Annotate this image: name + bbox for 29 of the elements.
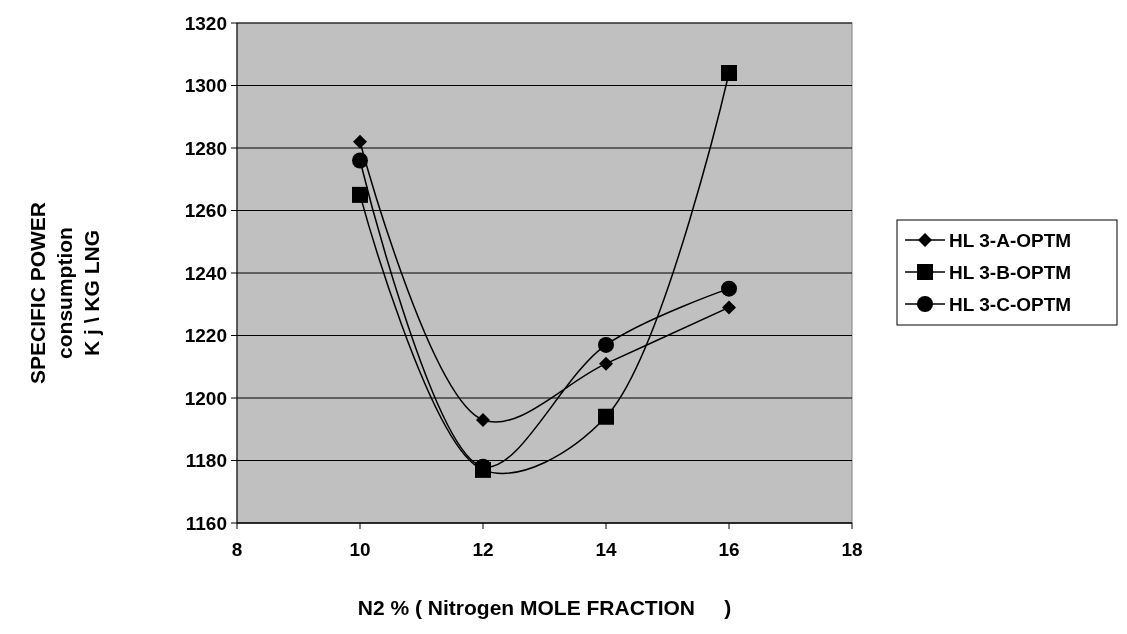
x-tick-label: 12 <box>472 539 494 560</box>
y-tick-label: 1180 <box>185 450 227 472</box>
y-axis-title: SPECIFIC POWER consumption K j \ KG LNG <box>26 201 103 385</box>
point <box>722 300 736 315</box>
point <box>476 412 490 427</box>
x-tick-label: 8 <box>231 539 243 560</box>
x-tick-label: 14 <box>595 539 617 560</box>
point <box>353 134 367 149</box>
x-tick-label: 16 <box>718 539 740 560</box>
y-tick-label: 1300 <box>184 75 227 97</box>
point <box>599 356 613 371</box>
x-axis-title: N2 % ( Nitrogen MOLE FRACTION ) <box>357 596 732 619</box>
y-tick-label: 1240 <box>184 262 227 284</box>
point <box>721 65 737 81</box>
y-tick-label: 1160 <box>185 512 227 534</box>
y-tick-label: 1260 <box>184 200 227 222</box>
point <box>721 280 737 297</box>
legend-label: HL 3-A-OPTM <box>949 229 1072 251</box>
y-tick-label: 1320 <box>184 12 227 34</box>
point <box>598 408 614 425</box>
y-tick-label: 1220 <box>184 325 227 347</box>
legend-label: HL 3-C-OPTM <box>949 293 1072 315</box>
legend-label: HL 3-B-OPTM <box>949 261 1072 283</box>
x-tick-label: 18 <box>841 539 863 560</box>
y-tick-label: 1200 <box>184 387 227 409</box>
point <box>598 336 614 353</box>
x-tick-label: 10 <box>349 539 371 560</box>
point <box>352 186 368 203</box>
y-tick-label: 1280 <box>184 137 227 159</box>
